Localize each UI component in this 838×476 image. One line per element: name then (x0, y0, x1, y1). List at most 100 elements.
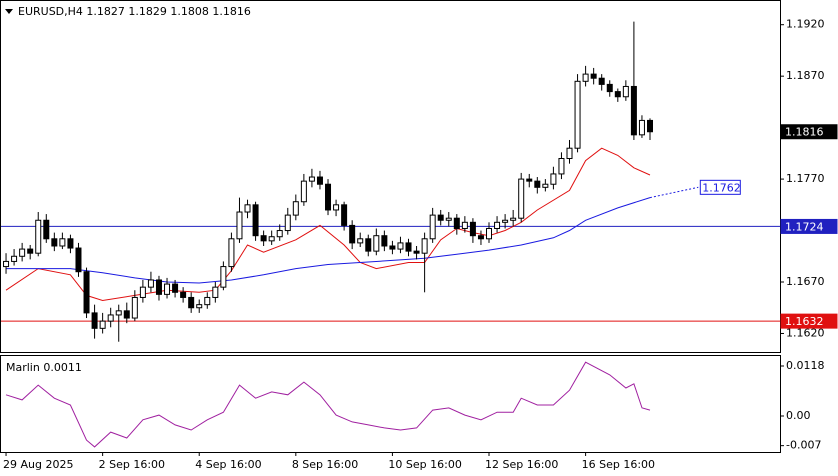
candle-body (598, 77, 605, 85)
candle-body (421, 238, 428, 254)
level-label: 1.1724 (785, 220, 824, 233)
candle-body (606, 83, 613, 93)
y-tick-label: 0.0118 (786, 359, 825, 372)
y-tick-label: 1.1620 (786, 326, 825, 339)
candle-body (139, 286, 146, 298)
candle-body (244, 204, 251, 213)
indicator-title: Marlin 0.0011 (6, 361, 82, 374)
candle-body (292, 201, 299, 216)
moving-average (649, 186, 699, 199)
candle-body (333, 204, 340, 211)
candle-body (260, 235, 267, 242)
candle-body (582, 73, 589, 82)
candle-body (316, 176, 323, 185)
x-tick-label: 8 Sep 16:00 (292, 458, 358, 471)
candle-body (11, 255, 18, 262)
candle-body (212, 286, 219, 298)
candle-body (469, 221, 476, 237)
candle-body (308, 176, 315, 182)
candle-body (357, 238, 364, 244)
level-label-box (780, 313, 838, 329)
indicator-frame (0, 355, 781, 453)
candle-body (590, 73, 597, 79)
candle-body (437, 214, 444, 221)
candle-body (91, 312, 98, 329)
last-price-label-box (780, 124, 838, 140)
candle-body (268, 236, 275, 242)
candle-body (566, 147, 573, 160)
x-tick-label: 12 Sep 16:00 (485, 458, 558, 471)
candle-body (526, 178, 533, 182)
candle-body (172, 283, 179, 293)
candle-body (550, 173, 557, 185)
candle-body (325, 183, 332, 211)
candle-body (83, 271, 90, 314)
candle-body (413, 250, 420, 254)
candle-body (365, 238, 372, 252)
candle-body (228, 238, 235, 268)
projection-label: 1.1762 (702, 181, 741, 194)
y-tick-label: 1.1670 (786, 275, 825, 288)
candle-body (180, 291, 187, 298)
candle-body (630, 85, 637, 136)
candle-body (534, 180, 541, 188)
y-tick-label: 1.1870 (786, 69, 825, 82)
last-price-label: 1.1816 (785, 126, 824, 139)
candle-body (349, 224, 356, 244)
candle-body (445, 217, 452, 221)
x-tick-label: 10 Sep 16:00 (388, 458, 461, 471)
x-tick-label: 29 Aug 2025 (3, 458, 73, 471)
candle-body (389, 245, 396, 250)
candle-body (131, 296, 138, 319)
candle-body (397, 242, 404, 250)
candle-body (461, 221, 468, 229)
candle-body (51, 238, 58, 247)
candle-body (204, 296, 211, 306)
candle-body (405, 242, 412, 252)
candle-body (107, 314, 114, 322)
candle-body (236, 211, 243, 240)
level-label-box (780, 218, 838, 234)
y-tick-label: -0.007 (786, 439, 821, 452)
candle-body (123, 310, 130, 319)
candle-body (276, 230, 283, 238)
candle-body (486, 227, 493, 240)
y-tick-label: 1.1920 (786, 18, 825, 31)
candle-body (574, 80, 581, 149)
candle-body (75, 247, 82, 273)
main-frame (0, 0, 781, 353)
candle-body (453, 217, 460, 229)
candle-body (188, 296, 195, 309)
y-tick-label: 1.1770 (786, 172, 825, 185)
candle-body (647, 119, 653, 133)
candle-body (284, 214, 291, 232)
candle-body (614, 91, 621, 98)
candle-body (99, 320, 106, 329)
candle-body (494, 221, 501, 229)
x-tick-label: 2 Sep 16:00 (99, 458, 165, 471)
candle-body (164, 283, 171, 295)
candle-body (381, 235, 388, 247)
candle-body (502, 219, 509, 223)
candle-body (43, 219, 50, 240)
candle-body (373, 235, 380, 252)
candle-body (638, 119, 645, 136)
x-tick-label: 16 Sep 16:00 (582, 458, 655, 471)
x-tick-label: 4 Sep 16:00 (195, 458, 261, 471)
oscillator-line (5, 361, 651, 448)
candle-body (115, 310, 122, 316)
candle-body (220, 266, 227, 288)
candle-body (518, 178, 525, 219)
level-label: 1.1632 (785, 315, 824, 328)
candle-body (300, 180, 307, 203)
candle-body (59, 238, 66, 247)
menu-arrow (5, 9, 13, 14)
candle-body (477, 235, 484, 240)
candle-body (252, 204, 259, 237)
candle-body (542, 183, 549, 188)
candle-body (196, 304, 203, 309)
moving-average (6, 197, 651, 284)
candle-body (27, 248, 34, 254)
